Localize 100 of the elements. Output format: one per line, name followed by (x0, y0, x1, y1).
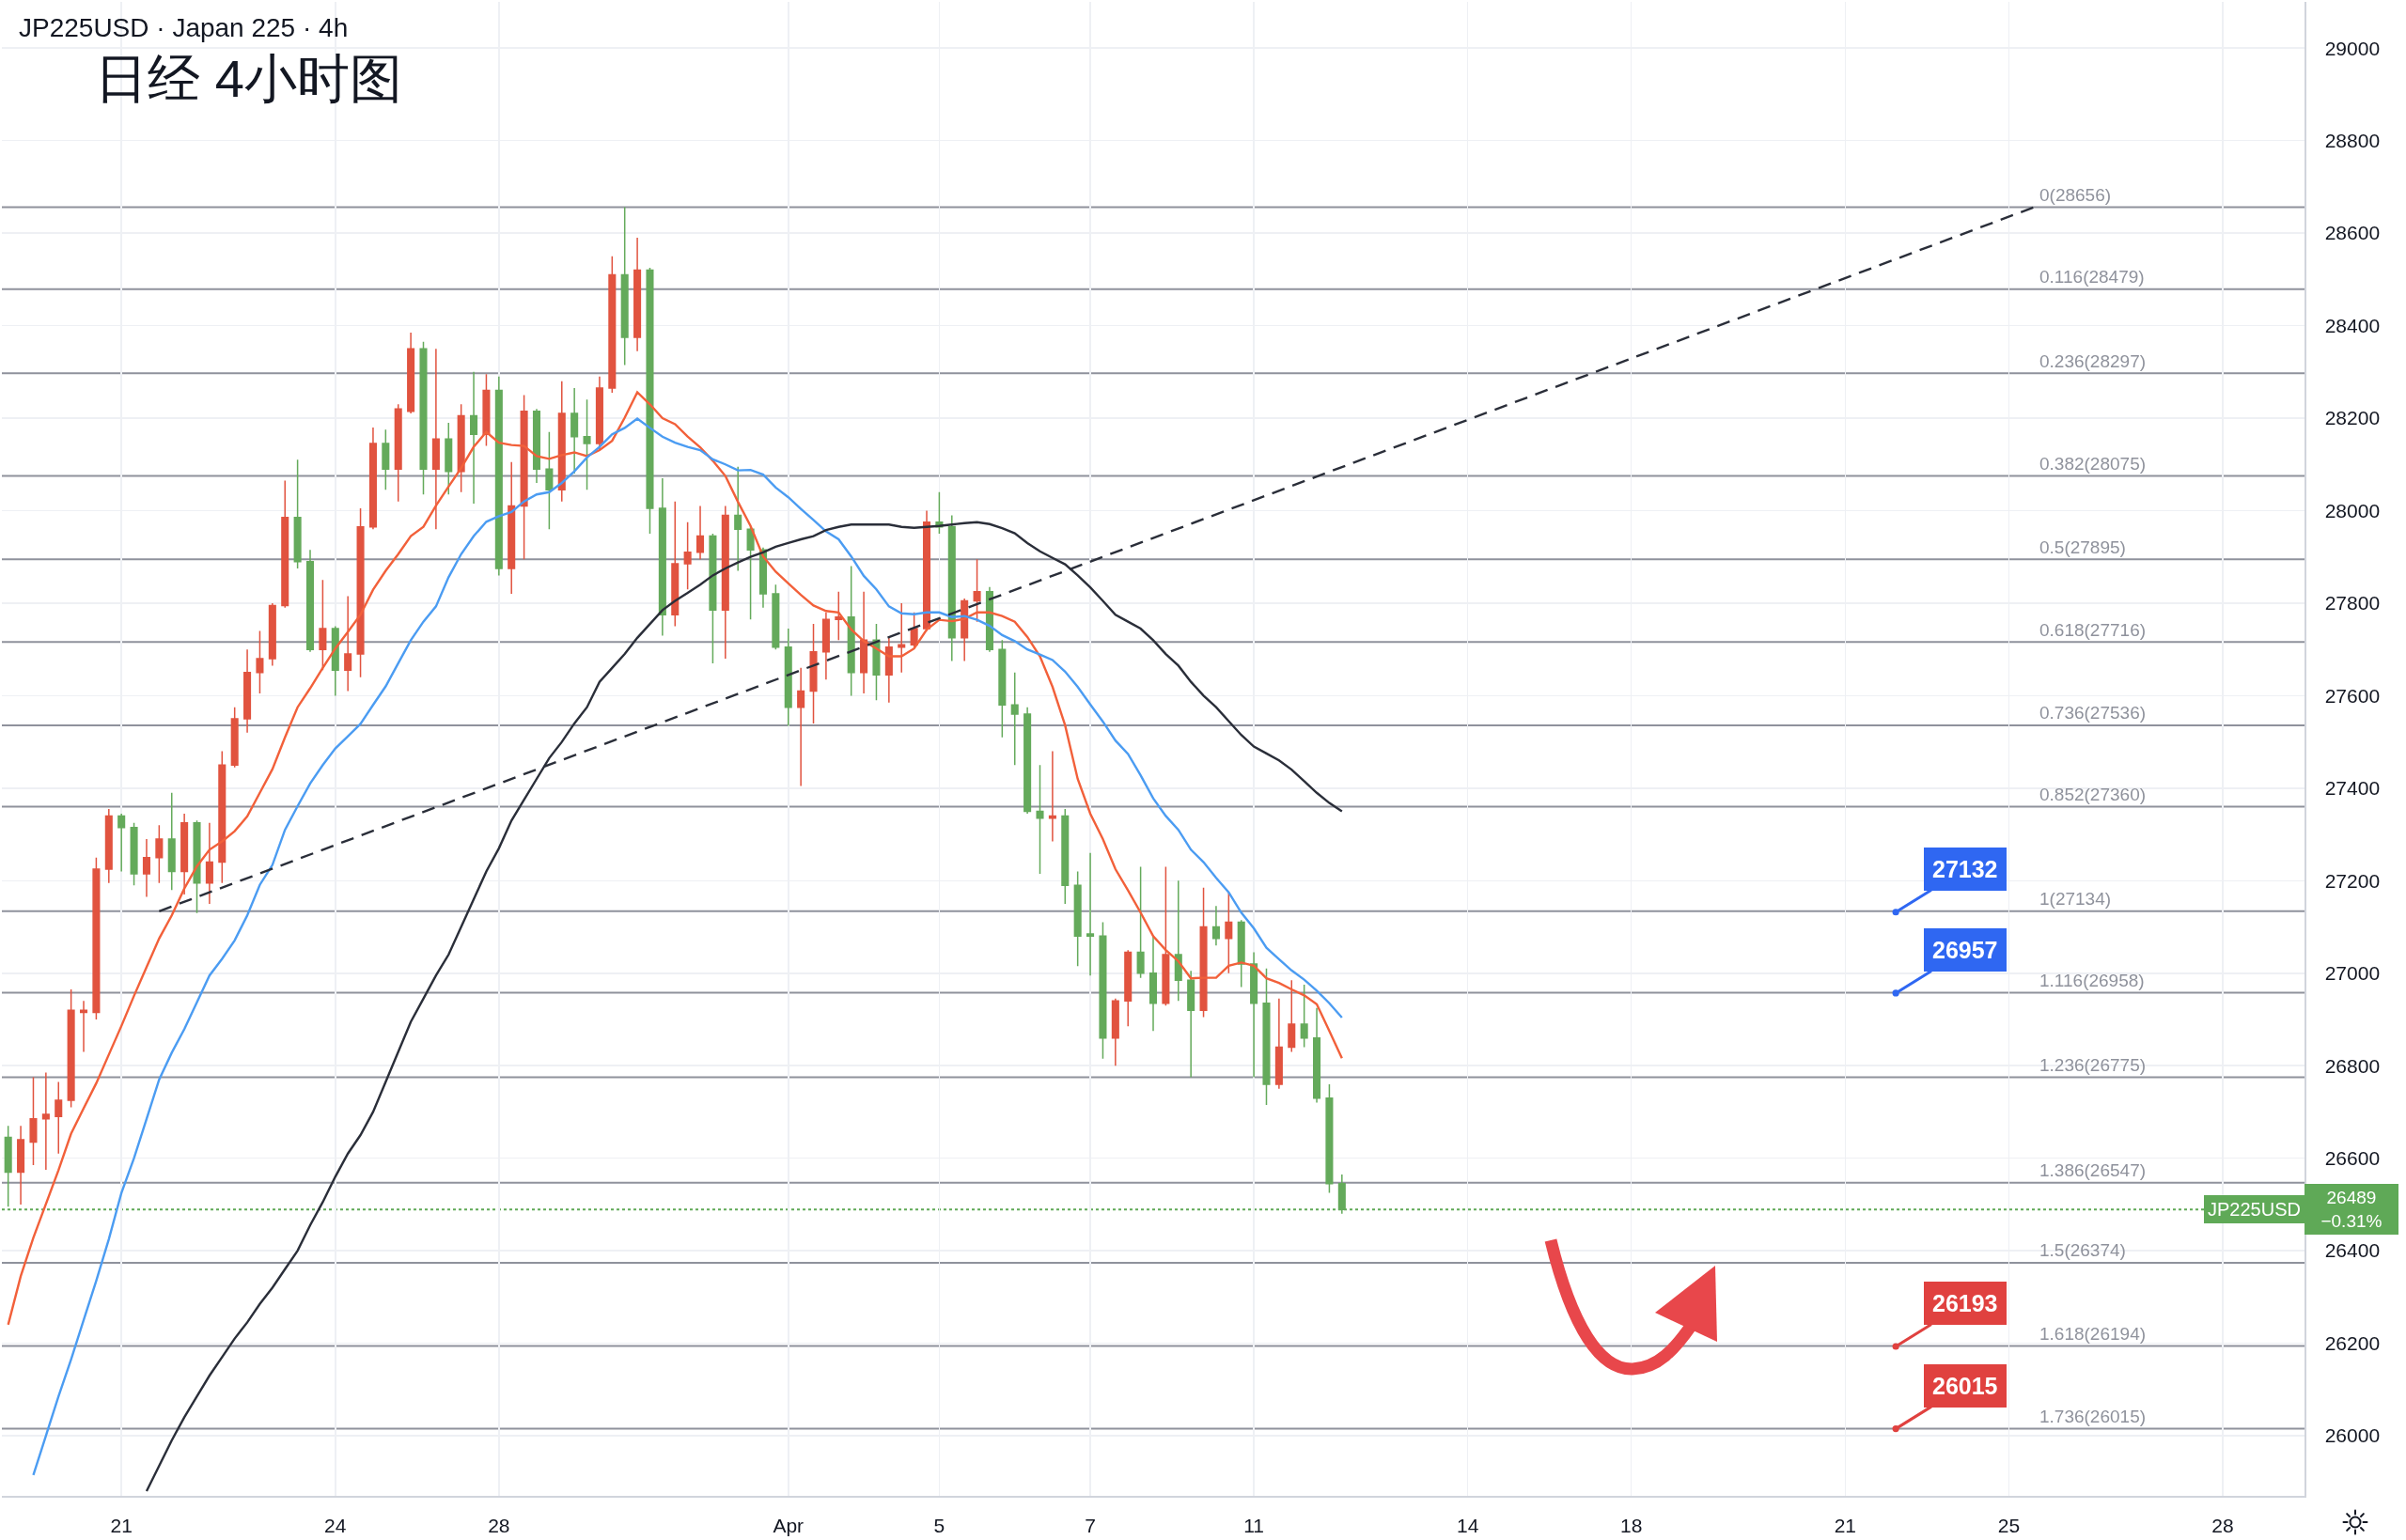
candlestick (1174, 879, 1182, 1003)
candlestick (570, 387, 579, 474)
candlestick (1061, 808, 1070, 905)
candlestick (1073, 870, 1082, 968)
candlestick (1274, 998, 1283, 1090)
candlestick (407, 332, 415, 414)
candlestick (457, 403, 465, 493)
candlestick (809, 623, 818, 724)
ref-line-label: 0.852(27360) (2039, 785, 2147, 804)
y-tick-label: 26400 (2324, 1239, 2381, 1262)
candlestick (1199, 886, 1208, 1019)
candlestick (180, 813, 189, 895)
y-tick-label: 28600 (2324, 222, 2381, 244)
candlestick (734, 465, 742, 572)
candlestick (1086, 852, 1095, 976)
ref-line-label: 0.5(27895) (2039, 537, 2126, 557)
x-tick-label: 28 (488, 1514, 510, 1536)
ref-line-label: 1.386(26547) (2039, 1160, 2147, 1180)
candlestick (470, 371, 478, 505)
candlestick (835, 590, 843, 642)
candlestick (898, 602, 906, 674)
candlestick (658, 477, 666, 637)
candlestick (243, 648, 252, 734)
candlestick (821, 612, 830, 680)
candlestick (155, 824, 164, 884)
candlestick (117, 813, 126, 873)
ref-line-label: 0(28656) (2039, 185, 2112, 205)
ref-line-label: 1(27134) (2039, 889, 2112, 909)
candlestick (683, 521, 692, 590)
candlestick (545, 431, 554, 530)
candlestick (1187, 970, 1195, 1079)
candlestick (860, 590, 868, 694)
candlestick (608, 255, 617, 394)
candlestick (922, 509, 931, 632)
candlestick (985, 585, 993, 653)
y-tick-label: 27800 (2324, 592, 2381, 614)
y-tick-label: 27600 (2324, 684, 2381, 707)
candlestick (1099, 921, 1107, 1060)
candlestick (1010, 672, 1019, 766)
candlestick (41, 1071, 50, 1171)
candlestick (1036, 764, 1044, 875)
x-tick-label: 7 (1085, 1514, 1096, 1536)
y-tick-label: 26600 (2324, 1147, 2381, 1169)
candlestick (772, 583, 780, 650)
candlestick (884, 637, 893, 704)
candlestick (1023, 706, 1032, 815)
candlestick (947, 514, 956, 662)
y-tick-label: 28000 (2324, 499, 2381, 521)
candlestick (142, 838, 150, 898)
candlestick (557, 380, 566, 503)
candlestick (1136, 865, 1145, 979)
candlestick (646, 267, 654, 535)
candlestick (998, 639, 1007, 739)
candlestick (331, 625, 339, 697)
x-tick-label: 14 (1457, 1514, 1479, 1536)
candlestick (268, 602, 276, 667)
candlestick (746, 525, 755, 620)
ref-line-label: 1.5(26374) (2039, 1240, 2126, 1260)
annotation: 26957 (1932, 937, 1998, 963)
candlestick (1250, 951, 1258, 1079)
candlestick (368, 427, 377, 530)
candlestick (205, 822, 213, 905)
candlestick (671, 500, 680, 628)
candlestick (797, 667, 805, 787)
candlestick (620, 206, 629, 366)
line-series (32, 417, 1344, 1477)
y-tick-label: 26800 (2324, 1054, 2381, 1077)
candlestick (167, 792, 176, 891)
candlestick (1211, 905, 1220, 946)
ref-line-label: 1.236(26775) (2039, 1055, 2147, 1075)
candlestick (356, 507, 365, 678)
candlestick (532, 408, 541, 484)
candlestick (256, 630, 264, 694)
candlestick (1325, 1083, 1334, 1194)
ref-line-label: 0.382(28075) (2039, 454, 2147, 474)
candlestick (1288, 979, 1296, 1053)
candlestick (104, 808, 113, 884)
y-tick-label: 26200 (2324, 1331, 2381, 1354)
y-tick-label: 29000 (2324, 37, 2381, 59)
candlestick (1111, 998, 1119, 1066)
y-tick-label: 28400 (2324, 314, 2381, 336)
ref-line-label: JP225USD (2208, 1199, 2301, 1220)
candlestick (17, 1125, 25, 1206)
x-tick-label: 25 (1997, 1514, 2021, 1536)
candlestick (1124, 949, 1133, 1028)
y-tick-label: 27000 (2324, 962, 2381, 985)
candlestick (633, 237, 642, 352)
y-tick-label: 27200 (2324, 869, 2381, 892)
x-tick-label: 28 (2211, 1514, 2234, 1536)
candlestick (305, 549, 315, 653)
candlestick (721, 505, 729, 660)
candlestick (79, 1000, 88, 1053)
ref-line-label: 0.618(27716) (2039, 620, 2147, 640)
text: 26489 −0.31% (2320, 1188, 2383, 1231)
y-tick-label: 27400 (2324, 777, 2381, 800)
candlestick (508, 461, 516, 595)
x-tick-label: 21 (1834, 1514, 1857, 1536)
annotation: 26193 (1932, 1290, 1998, 1316)
candlestick (230, 706, 239, 769)
text: 日经 4小时图 (95, 49, 402, 109)
